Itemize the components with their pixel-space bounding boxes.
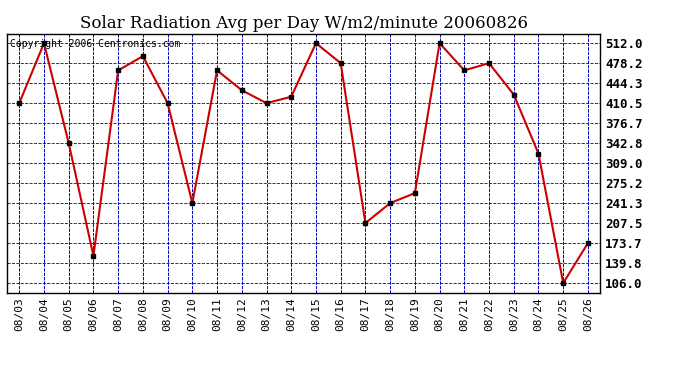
Text: Copyright 2006 Centronics.com: Copyright 2006 Centronics.com (10, 39, 180, 49)
Title: Solar Radiation Avg per Day W/m2/minute 20060826: Solar Radiation Avg per Day W/m2/minute … (79, 15, 528, 32)
